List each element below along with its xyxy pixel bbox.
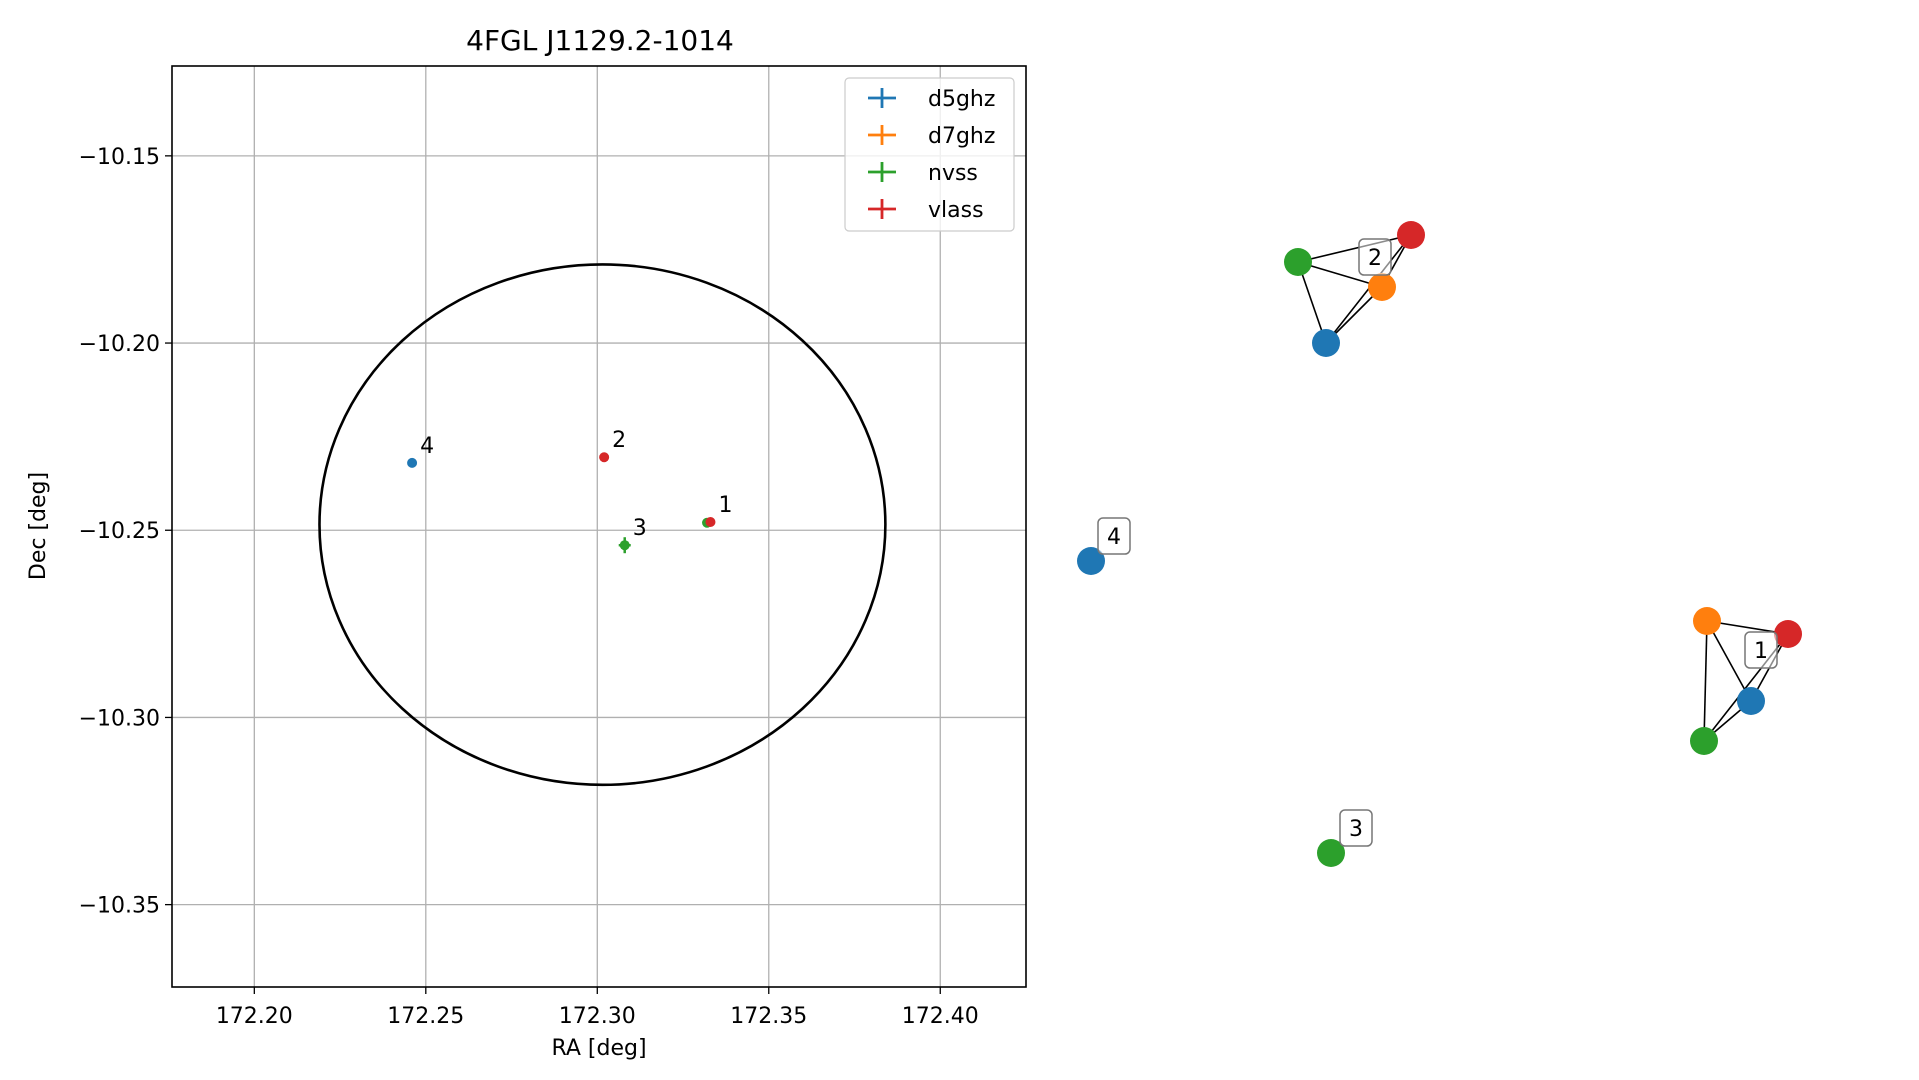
y-tick-label: −10.15 (79, 145, 160, 170)
network-edge (1703, 620, 1708, 742)
network-node (1774, 620, 1802, 648)
point-d5ghz (407, 457, 418, 468)
network-node (1690, 727, 1718, 755)
network-graph: 2 4 1 3 (1077, 221, 1802, 867)
legend-label-vlass: vlass (928, 198, 984, 223)
y-tick-label: −10.25 (79, 519, 160, 544)
network-label: 4 (1107, 525, 1121, 550)
grid (172, 66, 1026, 987)
network-node (1077, 547, 1105, 575)
x-tick-label: 172.40 (902, 1004, 979, 1029)
network-node (1317, 839, 1345, 867)
point-nvss (619, 540, 630, 551)
network-edges (1297, 234, 1789, 742)
network-labels: 2 4 1 3 (1097, 238, 1778, 847)
network-node (1312, 329, 1340, 357)
legend-label-d7ghz: d7ghz (928, 124, 995, 149)
network-edge (1706, 620, 1752, 702)
network-label-box (1358, 238, 1392, 276)
network-edge (1297, 261, 1383, 288)
legend-label-nvss: nvss (928, 161, 978, 186)
network-edge (1297, 261, 1327, 344)
y-tick-label: −10.20 (79, 332, 160, 357)
localization-ellipse (318, 263, 887, 787)
x-tick-label: 172.20 (216, 1004, 293, 1029)
network-nodes (1077, 221, 1802, 867)
point-vlass (705, 517, 716, 528)
x-tick-label: 172.25 (387, 1004, 464, 1029)
point-label: 4 (420, 434, 434, 459)
data-points: 4 3 2 1 (407, 428, 732, 554)
network-node (1737, 687, 1765, 715)
x-axis-label: RA [deg] (551, 1036, 646, 1061)
legend-label-d5ghz: d5ghz (928, 87, 995, 112)
point-vlass (599, 452, 610, 463)
network-label: 3 (1349, 817, 1363, 842)
x-axis-ticks: 172.20 172.25 172.30 172.35 172.40 (216, 987, 979, 1029)
network-edge (1297, 234, 1412, 263)
y-axis-ticks: −10.15 −10.20 −10.25 −10.30 −10.35 (79, 145, 172, 919)
x-tick-label: 172.30 (559, 1004, 636, 1029)
network-node (1693, 607, 1721, 635)
network-node (1397, 221, 1425, 249)
uncertainty-ellipse (318, 263, 887, 787)
network-label-box (1744, 631, 1778, 669)
y-axis-label: Dec [deg] (26, 472, 51, 580)
network-label-box (1339, 809, 1373, 847)
point-label: 2 (612, 428, 626, 453)
legend-box (844, 77, 1015, 232)
plot-frame (171, 65, 1027, 988)
network-node (1284, 248, 1312, 276)
legend: d5ghz d7ghz nvss vlass (844, 77, 1015, 232)
y-tick-label: −10.30 (79, 706, 160, 731)
network-label-box (1097, 517, 1131, 555)
y-tick-label: −10.35 (79, 894, 160, 919)
network-node (1368, 273, 1396, 301)
network-label: 1 (1754, 639, 1768, 664)
network-label: 2 (1368, 246, 1382, 271)
x-tick-label: 172.35 (730, 1004, 807, 1029)
scatter-chart: 4FGL J1129.2-1014 4 3 2 1 172.20 172.25 172.3… (26, 24, 1027, 1061)
point-label: 3 (633, 516, 647, 541)
chart-title: 4FGL J1129.2-1014 (466, 24, 734, 57)
point-label: 1 (718, 493, 732, 518)
